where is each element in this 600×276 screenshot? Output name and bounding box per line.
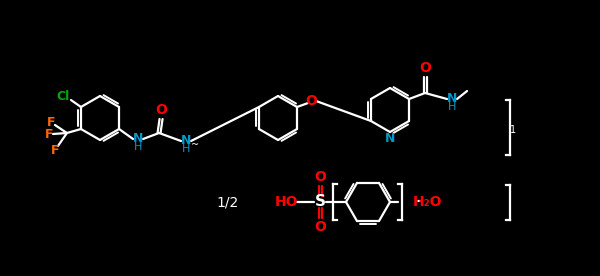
Text: O: O xyxy=(419,61,431,75)
Text: H₂O: H₂O xyxy=(413,195,443,209)
Text: F: F xyxy=(47,115,55,129)
Text: H: H xyxy=(134,142,142,152)
Text: 1: 1 xyxy=(510,125,516,135)
Text: N: N xyxy=(181,134,191,147)
Text: Cl: Cl xyxy=(56,91,70,104)
Text: F: F xyxy=(50,145,59,158)
Text: 1/2: 1/2 xyxy=(217,195,239,209)
Text: O: O xyxy=(314,220,326,234)
Text: N: N xyxy=(385,132,395,145)
Text: S: S xyxy=(314,195,325,209)
Text: N: N xyxy=(133,132,143,145)
Text: N: N xyxy=(447,92,457,105)
Text: O: O xyxy=(305,94,317,108)
Text: H: H xyxy=(182,144,190,154)
Text: O: O xyxy=(314,170,326,184)
Text: ·: · xyxy=(415,193,421,211)
Text: H: H xyxy=(448,102,456,112)
Text: O: O xyxy=(155,103,167,117)
Text: HO: HO xyxy=(275,195,299,209)
Text: F: F xyxy=(44,128,53,140)
Text: ~: ~ xyxy=(191,140,199,150)
